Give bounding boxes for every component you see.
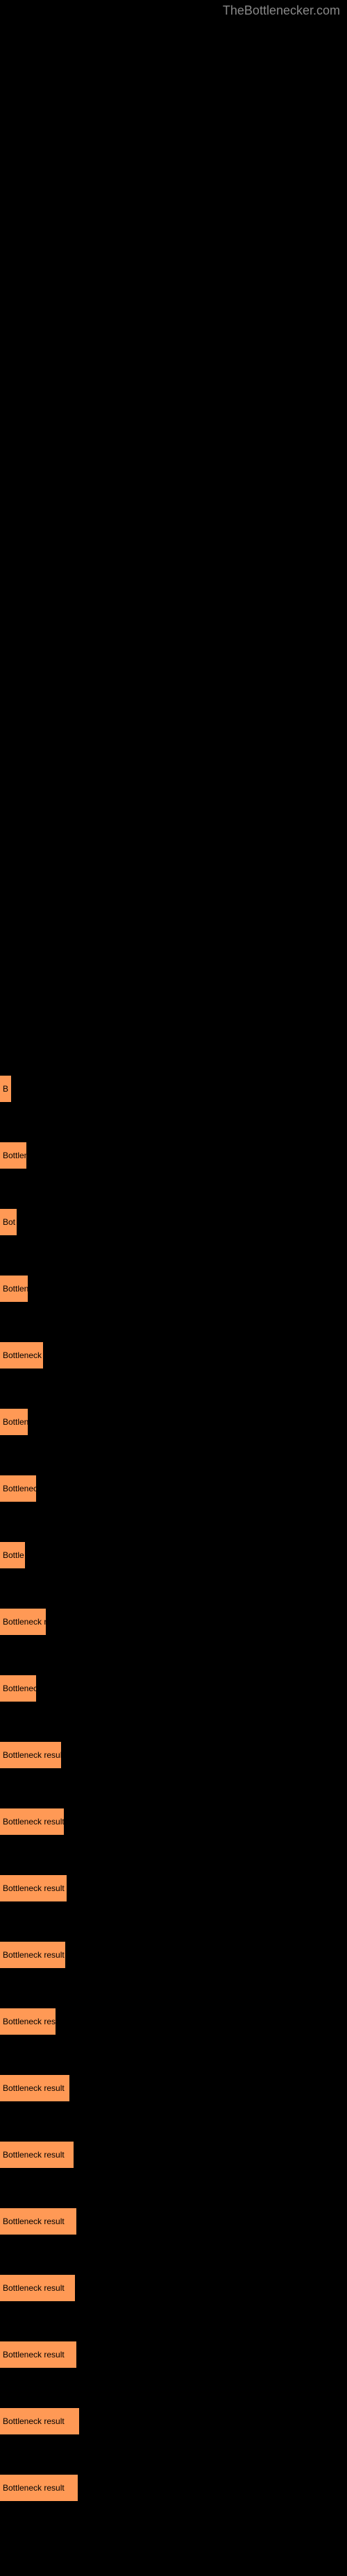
bar-3: Bottlen: [0, 1276, 28, 1302]
bar-row: Bottleneck re: [0, 1609, 347, 1635]
bar-row: Bottle: [0, 1542, 347, 1568]
bar-11: Bottleneck result: [0, 1808, 64, 1835]
bar-label: Bottleneck result: [3, 1750, 65, 1760]
bar-row: Bottlen: [0, 1142, 347, 1169]
bar-row: Bottleneck result: [0, 1942, 347, 1968]
bar-chart: B Bottlen Bot Bottlen Bottleneck r Bottl…: [0, 0, 347, 2576]
bar-label: Bottlenec: [3, 1684, 37, 1693]
bar-4: Bottleneck r: [0, 1342, 43, 1368]
bar-row: Bottlen: [0, 1276, 347, 1302]
bar-14: Bottleneck resu: [0, 2008, 56, 2035]
bar-2: Bot: [0, 1209, 17, 1235]
bar-label: Bottleneck result: [3, 2150, 65, 2160]
bar-label: Bottleneck re: [3, 1617, 51, 1627]
bar-label: Bottlenec: [3, 1484, 37, 1493]
bar-19: Bottleneck result: [0, 2341, 76, 2368]
bar-row: Bottleneck result: [0, 2475, 347, 2501]
bar-5: Bottlen: [0, 1409, 28, 1435]
bar-row: Bottleneck result: [0, 2408, 347, 2434]
bar-label: Bottleneck result: [3, 2283, 65, 2293]
bar-label: Bottleneck r: [3, 1350, 46, 1360]
bar-label: Bottleneck result: [3, 1950, 65, 1960]
bar-20: Bottleneck result: [0, 2408, 79, 2434]
bar-row: Bottlenec: [0, 1475, 347, 1502]
bar-9: Bottlenec: [0, 1675, 36, 1702]
watermark-text: TheBottlenecker.com: [223, 3, 340, 18]
bar-row: Bottleneck result: [0, 1875, 347, 1901]
bar-label: Bottlen: [3, 1417, 28, 1427]
bar-0: B: [0, 1076, 11, 1102]
bar-row: Bottleneck resu: [0, 2008, 347, 2035]
bar-18: Bottleneck result: [0, 2275, 75, 2301]
bar-17: Bottleneck result: [0, 2208, 76, 2235]
bar-12: Bottleneck result: [0, 1875, 67, 1901]
bar-1: Bottlen: [0, 1142, 26, 1169]
bar-label: Bottlen: [3, 1151, 28, 1160]
bar-label: Bottle: [3, 1550, 24, 1560]
bar-8: Bottleneck re: [0, 1609, 46, 1635]
bar-10: Bottleneck result: [0, 1742, 61, 1768]
bar-6: Bottlenec: [0, 1475, 36, 1502]
bar-7: Bottle: [0, 1542, 25, 1568]
bar-row: Bot: [0, 1209, 347, 1235]
bar-13: Bottleneck result: [0, 1942, 65, 1968]
bar-16: Bottleneck result: [0, 2142, 74, 2168]
bar-row: Bottleneck result: [0, 2142, 347, 2168]
bar-label: Bottleneck result: [3, 2350, 65, 2359]
bar-label: Bottleneck result: [3, 2083, 65, 2093]
bar-row: Bottleneck result: [0, 2341, 347, 2368]
bar-label: Bottleneck result: [3, 2217, 65, 2226]
bar-row: Bottleneck result: [0, 2275, 347, 2301]
bar-label: Bottleneck result: [3, 1817, 65, 1827]
bar-row: Bottlen: [0, 1409, 347, 1435]
bar-label: Bottlen: [3, 1284, 28, 1294]
bar-label: Bot: [3, 1217, 15, 1227]
bar-row: Bottleneck result: [0, 1808, 347, 1835]
bar-row: Bottleneck result: [0, 2075, 347, 2101]
bar-row: Bottleneck result: [0, 1742, 347, 1768]
bar-21: Bottleneck result: [0, 2475, 78, 2501]
bar-label: Bottleneck result: [3, 1883, 65, 1893]
bar-15: Bottleneck result: [0, 2075, 69, 2101]
bar-row: B: [0, 1076, 347, 1102]
bar-row: Bottleneck r: [0, 1342, 347, 1368]
bar-label: Bottleneck resu: [3, 2017, 60, 2026]
bar-row: Bottlenec: [0, 1675, 347, 1702]
bar-label: Bottleneck result: [3, 2416, 65, 2426]
bar-label: Bottleneck result: [3, 2483, 65, 2493]
bar-label: B: [3, 1084, 8, 1094]
bar-row: Bottleneck result: [0, 2208, 347, 2235]
